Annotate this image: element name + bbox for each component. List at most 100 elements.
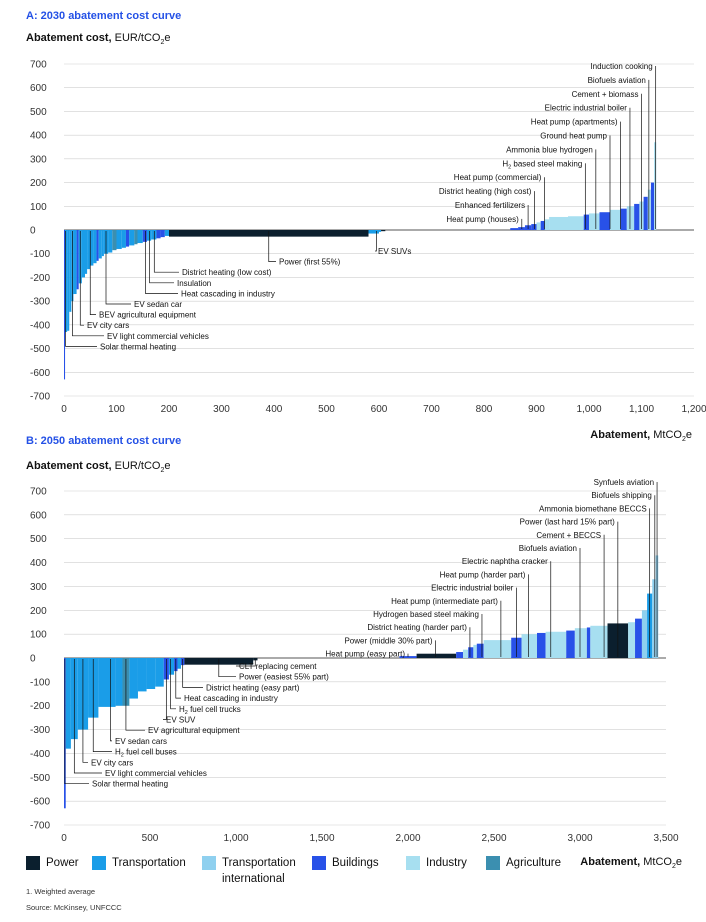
chart-a-bar — [156, 230, 161, 239]
chart-a-bar — [151, 230, 157, 240]
chart-a-y-tick-label: -500 — [30, 344, 50, 355]
source-note: Source: McKinsey, UNFCCC — [26, 903, 122, 912]
chart-a-bar — [620, 208, 627, 230]
chart-b-y-tick-label: 500 — [30, 534, 47, 545]
chart-a-annotation-label: Enhanced fertilizers — [455, 201, 525, 210]
chart-a-bar — [643, 196, 648, 230]
chart-b-x-tick-label: 2,000 — [395, 833, 420, 844]
chart-a-annotation-leader — [153, 231, 179, 273]
chart-b-bar — [399, 656, 417, 658]
legend-label: Agriculture — [506, 857, 561, 869]
chart-b-bar — [155, 658, 164, 687]
chart-a-x-tick-label: 100 — [108, 404, 125, 415]
chart-a-bar — [76, 230, 79, 290]
chart-b-x-tick-label: 500 — [142, 833, 159, 844]
chart-a-y-tick-label: 100 — [30, 202, 47, 213]
chart-a-x-tick-label: 800 — [476, 404, 493, 415]
footnote: 1. Weighted average — [26, 887, 96, 896]
chart-a-bar — [654, 142, 657, 230]
chart-a-bar — [610, 209, 621, 230]
chart-b-bar — [641, 610, 648, 658]
legend-label: Buildings — [332, 857, 379, 869]
chart-a-annotation-label: District heating (high cost) — [439, 187, 532, 196]
chart-a-annotation-label: Heat pump (houses) — [446, 215, 519, 224]
chart-b-title: B: 2050 abatement cost curve — [26, 435, 182, 447]
chart-b-plot: -700 -600 -500 -400 -300 -200 -100 0 100 200 300 40… — [30, 478, 679, 844]
chart-a-annotation-label: Power (first 55%) — [279, 258, 341, 267]
chart-a-bar — [368, 230, 379, 234]
chart-a-bar — [599, 212, 610, 230]
chart-b-x-tick-label: 3,000 — [567, 833, 592, 844]
chart-a-bar — [647, 189, 651, 230]
chart-a-annotation-label: EV light commercial vehicles — [107, 332, 209, 341]
chart-a-annotation-label: Induction cooking — [590, 62, 652, 71]
chart-a-annotation-leader — [268, 231, 276, 262]
chart-a-x-tick-label: 1,100 — [629, 404, 654, 415]
chart-a-bar — [137, 230, 143, 244]
chart-b-bar — [545, 631, 567, 658]
chart-b-y-tick-label: 200 — [30, 606, 47, 617]
chart-a-bar — [626, 206, 635, 230]
chart-a-bar — [134, 230, 138, 245]
chart-a-annotation-label: H2 based steel making — [502, 159, 582, 170]
chart-a-bar — [146, 230, 152, 241]
chart-b-bar — [586, 627, 591, 658]
chart-a-bar — [85, 230, 88, 274]
chart-a-y-tick-label: 200 — [30, 178, 47, 189]
chart-a-annotation-label: Biofuels aviation — [588, 76, 646, 85]
chart-b-annotation-leader — [218, 659, 236, 678]
chart-a-y-tick-label: 0 — [30, 226, 36, 237]
chart-a-bar — [583, 214, 589, 230]
chart-a-annotation-leader — [72, 231, 104, 337]
chart-a-annotation-leader — [375, 231, 377, 252]
chart-b-bar — [652, 579, 656, 658]
chart-a-annotation-label: District heating (low cost) — [182, 268, 272, 277]
chart-a-y-tick-label: 400 — [30, 131, 47, 142]
chart-a-annotation-label: Ammonia blue hydrogen — [506, 145, 593, 154]
chart-a-annotation-leader — [149, 231, 174, 284]
chart-a-x-tick-label: 0 — [61, 404, 67, 415]
legend-label: Power — [46, 857, 79, 869]
chart-a-x-tick-label: 1,200 — [681, 404, 706, 415]
chart-b-x-tick-label: 1,000 — [223, 833, 248, 844]
chart-a-bar — [164, 230, 169, 236]
chart-a-x-tick-label: 1,000 — [576, 404, 601, 415]
chart-b-annotation-leader — [125, 659, 145, 731]
chart-b-annotation-leader — [110, 659, 112, 742]
chart-b-annotation-label: Heat pump (intermediate part) — [391, 597, 498, 606]
chart-b-annotation-label: Cement + BECCS — [536, 531, 601, 540]
chart-a-annotation-label: Solar thermal heating — [100, 342, 176, 351]
chart-a-x-tick-label: 300 — [213, 404, 230, 415]
chart-a-bar — [540, 220, 545, 230]
legend-swatch — [92, 856, 106, 870]
chart-b-bar — [129, 658, 138, 699]
chart-b-annotation-label: EV SUV — [166, 716, 196, 725]
chart-b-bar — [456, 652, 464, 658]
chart-b-annotation-leader — [163, 659, 167, 720]
chart-b-annotation-label: EV light commercial vehicles — [105, 769, 207, 778]
chart-a-bar — [73, 230, 77, 295]
chart-a-annotation-leader — [65, 231, 97, 347]
chart-a-bar — [87, 230, 91, 270]
chart-a-bar — [90, 230, 94, 266]
chart-b-y-tick-label: -200 — [30, 701, 50, 712]
chart-b-annotation-label: Electric naphtha cracker — [462, 557, 548, 566]
chart-b-bar — [590, 625, 608, 658]
chart-b-bar — [635, 618, 642, 658]
chart-b-bar — [483, 640, 512, 658]
chart-a-bar — [116, 230, 122, 249]
chart-a-bar — [65, 230, 68, 332]
chart-a-bar — [568, 216, 584, 230]
legend-label: Industry — [426, 857, 467, 869]
chart-a-bar — [98, 230, 102, 259]
chart-b-annotation-leader — [175, 659, 181, 699]
chart-a-y-tick-label: 600 — [30, 83, 47, 94]
chart-b-annotation-leader — [182, 659, 203, 688]
chart-b-annotation-label: H2 fuel cell buses — [115, 748, 177, 759]
chart-a-bar — [381, 230, 386, 232]
chart-b-x-tick-label: 3,500 — [653, 833, 678, 844]
chart-b-y-tick-label: -100 — [30, 677, 50, 688]
chart-b-bar — [115, 658, 123, 706]
chart-a-bar — [142, 230, 147, 242]
chart-b-bar — [628, 622, 636, 658]
